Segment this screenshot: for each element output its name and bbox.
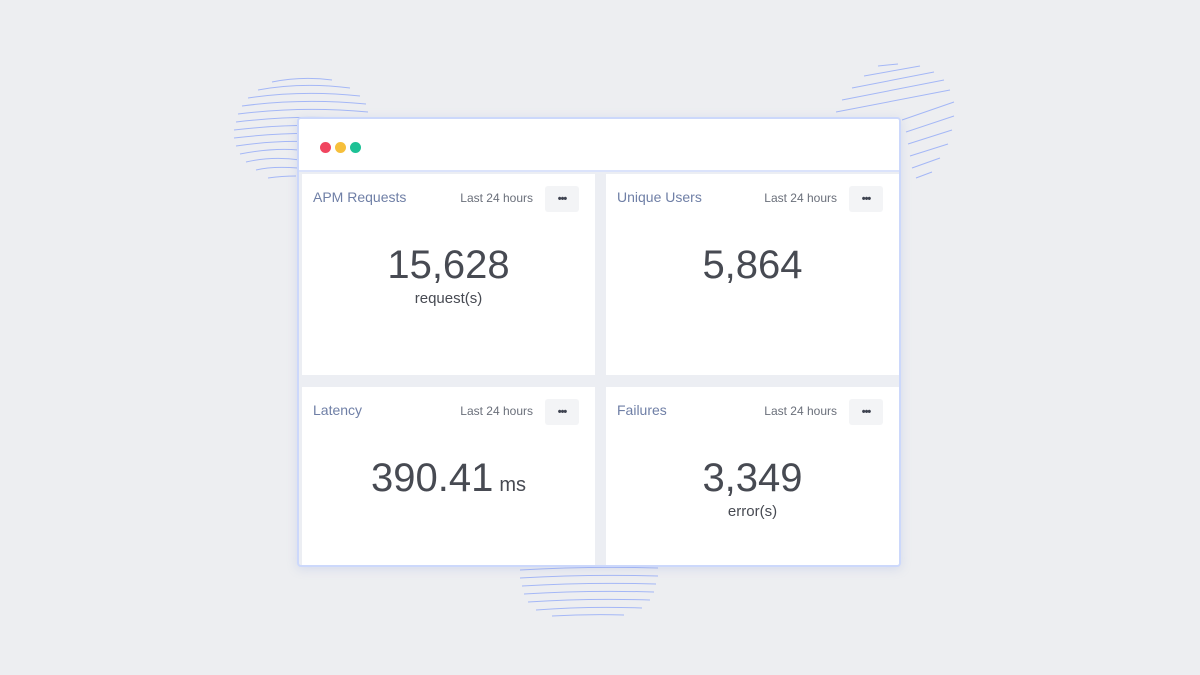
- dashboard-window: APM Requests Last 24 hours ••• 15,628 re…: [297, 117, 901, 567]
- metric-value: 3,349: [702, 456, 803, 500]
- more-horizontal-icon: •••: [557, 193, 568, 205]
- time-range-label[interactable]: Last 24 hours: [764, 404, 837, 418]
- more-horizontal-icon: •••: [861, 193, 872, 205]
- metric-unit: request(s): [414, 290, 483, 307]
- scribble-bottom-decoration: [519, 566, 659, 617]
- window-titlebar: [299, 119, 899, 172]
- more-options-button[interactable]: •••: [545, 186, 579, 212]
- widget-latency: Latency Last 24 hours ••• 390.41 ms: [302, 387, 595, 565]
- scribble-top-right-decoration: [835, 63, 955, 179]
- metric-value: 5,864: [702, 243, 803, 287]
- time-range-label[interactable]: Last 24 hours: [460, 404, 533, 418]
- more-options-button[interactable]: •••: [849, 186, 883, 212]
- more-horizontal-icon: •••: [557, 406, 568, 418]
- more-options-button[interactable]: •••: [545, 399, 579, 425]
- metric-block: 15,628 request(s): [302, 242, 595, 307]
- more-options-button[interactable]: •••: [849, 399, 883, 425]
- time-range-label[interactable]: Last 24 hours: [460, 191, 533, 205]
- widget-title: Unique Users: [617, 189, 702, 205]
- metric-value: 15,628: [387, 243, 510, 287]
- metric-unit: error(s): [727, 503, 778, 520]
- window-close-button[interactable]: [320, 142, 331, 153]
- widget-apm-requests: APM Requests Last 24 hours ••• 15,628 re…: [302, 174, 595, 375]
- widget-title: Failures: [617, 402, 667, 418]
- metric-block: 5,864: [606, 242, 899, 288]
- more-horizontal-icon: •••: [861, 406, 872, 418]
- metric-block: 390.41 ms: [302, 455, 595, 501]
- metric-block: 3,349 error(s): [606, 455, 899, 520]
- window-minimize-button[interactable]: [335, 142, 346, 153]
- widget-failures: Failures Last 24 hours ••• 3,349 error(s…: [606, 387, 899, 565]
- time-range-label[interactable]: Last 24 hours: [764, 191, 837, 205]
- widget-title: Latency: [313, 402, 363, 418]
- metric-unit: ms: [499, 474, 526, 496]
- window-maximize-button[interactable]: [350, 142, 361, 153]
- widget-title: APM Requests: [313, 189, 407, 205]
- widget-unique-users: Unique Users Last 24 hours ••• 5,864: [606, 174, 899, 375]
- metric-value: 390.41: [370, 456, 494, 500]
